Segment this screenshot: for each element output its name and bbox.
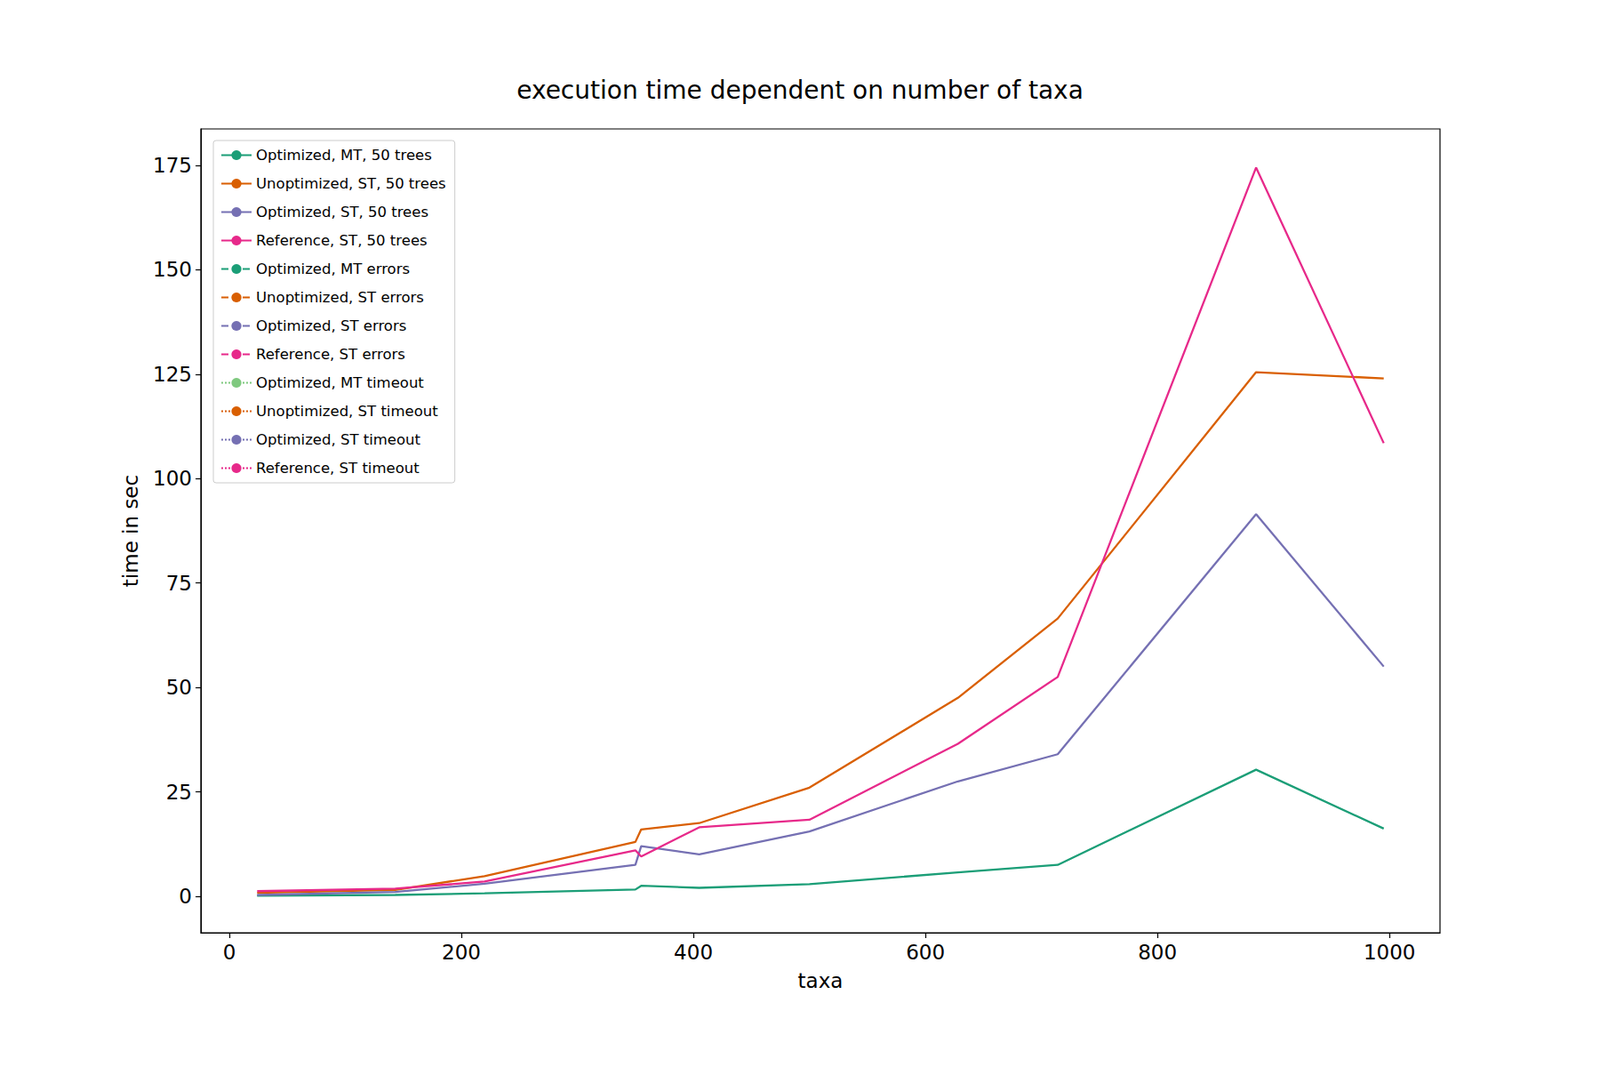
svg-text:time in sec: time in sec bbox=[119, 474, 143, 587]
svg-text:Optimized, ST timeout: Optimized, ST timeout bbox=[256, 431, 422, 448]
svg-text:Reference, ST timeout: Reference, ST timeout bbox=[256, 459, 420, 477]
svg-text:0: 0 bbox=[223, 940, 237, 964]
svg-text:400: 400 bbox=[673, 940, 713, 964]
svg-text:75: 75 bbox=[166, 571, 192, 595]
svg-text:Unoptimized, ST errors: Unoptimized, ST errors bbox=[256, 288, 424, 306]
svg-text:150: 150 bbox=[152, 257, 192, 281]
svg-text:Unoptimized, ST, 50 trees: Unoptimized, ST, 50 trees bbox=[256, 175, 447, 192]
svg-text:Optimized, MT, 50 trees: Optimized, MT, 50 trees bbox=[256, 146, 432, 164]
svg-text:175: 175 bbox=[152, 153, 192, 177]
svg-text:25: 25 bbox=[166, 780, 192, 804]
svg-text:200: 200 bbox=[441, 940, 481, 964]
svg-text:Optimized, MT errors: Optimized, MT errors bbox=[256, 260, 410, 278]
svg-text:Optimized, ST errors: Optimized, ST errors bbox=[256, 317, 407, 335]
svg-text:600: 600 bbox=[905, 940, 945, 964]
svg-text:125: 125 bbox=[152, 362, 192, 386]
svg-text:Optimized, MT timeout: Optimized, MT timeout bbox=[256, 374, 424, 392]
svg-text:800: 800 bbox=[1137, 940, 1177, 964]
svg-text:100: 100 bbox=[152, 466, 192, 490]
svg-text:Reference, ST, 50 trees: Reference, ST, 50 trees bbox=[256, 232, 428, 249]
svg-text:execution time dependent on nu: execution time dependent on number of ta… bbox=[516, 75, 1084, 105]
svg-text:50: 50 bbox=[166, 675, 192, 699]
svg-text:Reference, ST errors: Reference, ST errors bbox=[256, 345, 406, 363]
svg-text:0: 0 bbox=[178, 884, 192, 908]
svg-text:Unoptimized, ST timeout: Unoptimized, ST timeout bbox=[256, 402, 439, 420]
svg-text:taxa: taxa bbox=[798, 968, 844, 992]
svg-text:Optimized, ST, 50 trees: Optimized, ST, 50 trees bbox=[256, 203, 429, 221]
svg-text:1000: 1000 bbox=[1363, 940, 1416, 964]
